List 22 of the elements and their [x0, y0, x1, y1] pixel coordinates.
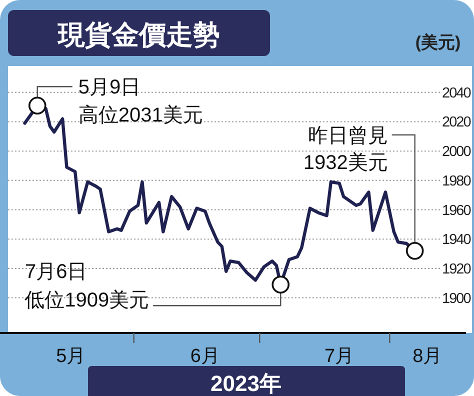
y-tick-label: 2000	[442, 144, 472, 160]
annotation: 高位2031美元	[78, 104, 203, 127]
x-axis-title: 2023年	[210, 371, 282, 396]
xlabel: 2023年	[88, 366, 405, 396]
x-tick-label: 5月	[56, 346, 86, 367]
title: 現貨金價走勢	[8, 10, 270, 56]
x-tick-label: 7月	[324, 346, 354, 367]
y-tick-label: 2020	[442, 114, 472, 131]
y-tick-label: 2040	[442, 85, 472, 102]
annotation: 5月9日	[78, 76, 141, 99]
annotation: 低位1909美元	[24, 288, 150, 312]
annotation: 1932美元	[303, 152, 388, 174]
chart-title: 現貨金價走勢	[57, 20, 220, 50]
y-tick-label: 1900	[442, 290, 472, 307]
y-tick-label: 1940	[442, 232, 472, 248]
y-tick-label: 1980	[442, 173, 472, 190]
x-tick-label: 6月	[190, 346, 220, 367]
annotation: 昨日曾見	[308, 124, 388, 147]
y-tick-label: 1960	[442, 202, 472, 219]
y-axis-title: (美元)	[415, 33, 461, 52]
y-tick-label: 1920	[442, 261, 472, 278]
x-tick-label: 8月	[412, 346, 442, 367]
